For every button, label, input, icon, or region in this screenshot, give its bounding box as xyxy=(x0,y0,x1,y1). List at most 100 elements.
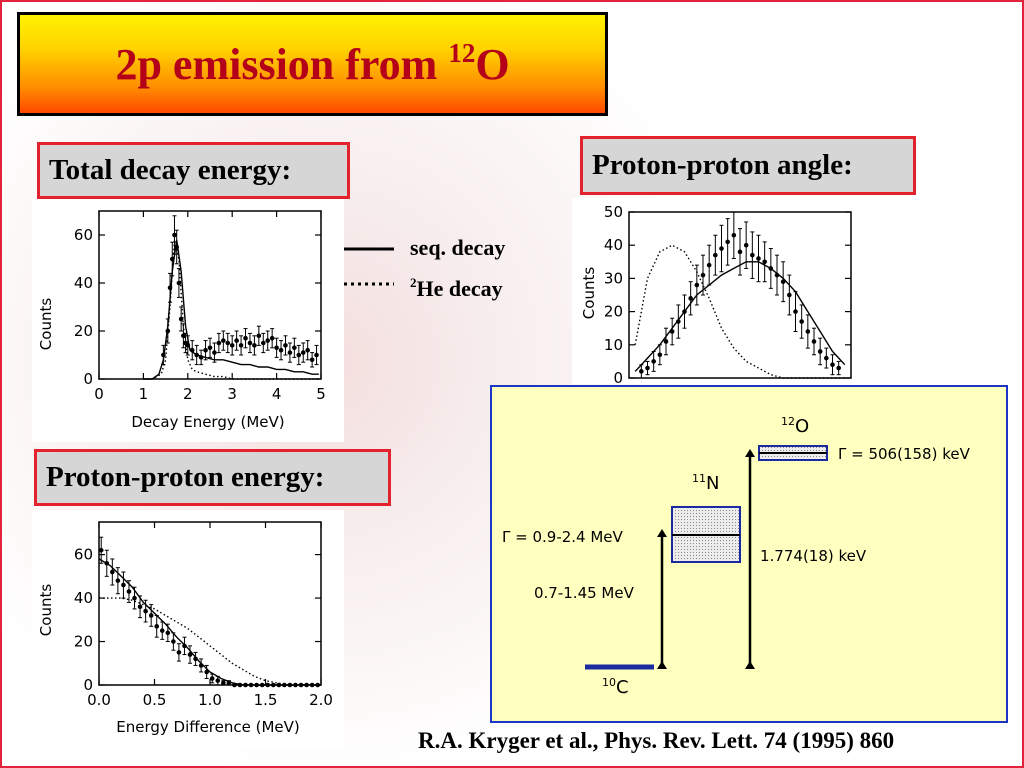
data-point xyxy=(212,350,217,355)
title-box: 2p emission from 12O xyxy=(17,12,608,116)
he2-decay-curve xyxy=(634,244,845,379)
x-tick-label: 0.0 xyxy=(87,691,111,709)
level-scheme-box: 12O Γ = 506(158) keV 11N Γ = 0.9-2.4 MeV… xyxy=(490,385,1008,723)
plot-frame xyxy=(98,521,322,686)
legend-seq-decay: seq. decay xyxy=(410,235,506,260)
data-point xyxy=(238,343,244,348)
data-point xyxy=(811,339,817,344)
pp-angle-chart: 0 10 20 30 40 50 Counts xyxy=(580,203,852,387)
legend-lines xyxy=(344,247,394,286)
o12-label: 12O xyxy=(781,415,809,437)
data-point xyxy=(159,628,165,633)
data-point xyxy=(278,347,284,353)
y-tick-label: 60 xyxy=(74,226,93,244)
seq-decay-curve xyxy=(634,261,846,372)
seq-decay-curve xyxy=(143,239,319,380)
data-point xyxy=(260,340,266,346)
chart-panel-pp-angle: 0 10 20 30 40 50 Counts xyxy=(572,198,862,387)
data-point xyxy=(126,589,132,594)
data-point xyxy=(793,309,798,314)
data-point xyxy=(799,319,804,324)
y-tick-label: 20 xyxy=(74,322,93,340)
y-axis-label: Counts xyxy=(37,584,55,637)
y-tick-label: 0 xyxy=(83,370,93,388)
seq-decay-curve xyxy=(98,558,321,686)
c10-label: 10C xyxy=(602,676,629,698)
x-tick-label: 2.0 xyxy=(309,691,333,709)
y-tick-label: 40 xyxy=(74,589,93,607)
y-tick-label: 20 xyxy=(604,303,623,321)
data-point xyxy=(234,338,239,343)
x-axis-label: Energy Difference (MeV) xyxy=(116,718,300,736)
data-point xyxy=(743,242,749,248)
chart-panel-pp-energy: 0 20 40 60 0.0 0.5 1.0 1.5 2.0 Energy Difference… xyxy=(32,510,344,750)
data-point xyxy=(309,357,315,363)
n11-label: 11N xyxy=(692,472,719,494)
data-point xyxy=(172,232,177,238)
data-point xyxy=(817,349,823,354)
x-tick-label: 1.5 xyxy=(254,691,278,709)
x-tick-label: 4 xyxy=(272,385,282,403)
x-tick-label: 5 xyxy=(316,385,326,403)
he2-decay-curve xyxy=(99,597,321,686)
data-point xyxy=(830,362,835,368)
data-point xyxy=(221,338,226,343)
he2-decay-curve xyxy=(143,239,321,380)
data-point xyxy=(207,345,213,351)
data-point xyxy=(132,595,137,601)
data-point xyxy=(269,335,275,341)
data-point xyxy=(274,345,279,351)
data-point xyxy=(663,339,669,344)
plot-frame xyxy=(98,210,322,380)
data-point xyxy=(713,252,718,258)
data-point xyxy=(154,624,160,629)
data-point xyxy=(756,256,761,261)
data-point xyxy=(787,292,792,298)
data-point xyxy=(143,608,148,614)
data-point xyxy=(247,340,253,346)
data-point xyxy=(639,369,644,374)
data-point xyxy=(305,347,310,353)
level-scheme-diagram: 12O Γ = 506(158) keV 11N Γ = 0.9-2.4 MeV… xyxy=(502,415,971,698)
legend-he-decay: 2He decay xyxy=(410,275,503,301)
y-tick-label: 30 xyxy=(604,269,623,287)
data-point xyxy=(651,359,656,364)
data-point xyxy=(300,350,306,355)
data-point xyxy=(252,343,257,348)
decay-energy-chart: 0 20 40 60 0 1 2 3 4 5 Decay Energy (MeV) Counts xyxy=(37,210,326,431)
label-total-decay-energy: Total decay energy: xyxy=(37,142,350,199)
x-tick-label: 0.5 xyxy=(143,691,167,709)
y-tick-label: 0 xyxy=(83,676,93,694)
data-point xyxy=(706,262,712,268)
x-tick-label: 1 xyxy=(139,385,149,403)
data-point xyxy=(836,365,841,371)
data-point xyxy=(292,345,297,351)
data-point xyxy=(762,259,767,265)
data-point xyxy=(265,338,271,343)
slide-title: 2p emission from 12O xyxy=(115,38,510,89)
data-point xyxy=(187,652,193,657)
data-point xyxy=(314,352,319,358)
data-point xyxy=(148,613,154,618)
data-point xyxy=(216,340,222,346)
y-tick-label: 0 xyxy=(613,369,623,384)
x-tick-label: 0 xyxy=(94,385,104,403)
y-axis-label: Counts xyxy=(37,298,55,351)
arrow-long-label: 1.774(18) keV xyxy=(760,547,867,565)
data-point xyxy=(225,340,231,346)
data-point xyxy=(750,252,755,258)
y-tick-label: 40 xyxy=(74,274,93,292)
data-point xyxy=(176,650,182,655)
label-proton-proton-angle: Proton-proton angle: xyxy=(580,136,916,195)
data-point xyxy=(737,249,743,255)
data-point xyxy=(805,329,811,334)
data-point xyxy=(221,680,226,686)
data-point xyxy=(688,296,693,301)
plot-frame xyxy=(628,211,852,379)
o12-width-label: Γ = 506(158) keV xyxy=(838,445,971,463)
y-axis-label: Counts xyxy=(580,267,598,320)
data-point xyxy=(215,678,221,683)
chart-panel-decay-energy: 0 20 40 60 0 1 2 3 4 5 Decay Energy (MeV) Counts xyxy=(32,199,344,442)
data-point xyxy=(645,365,650,371)
